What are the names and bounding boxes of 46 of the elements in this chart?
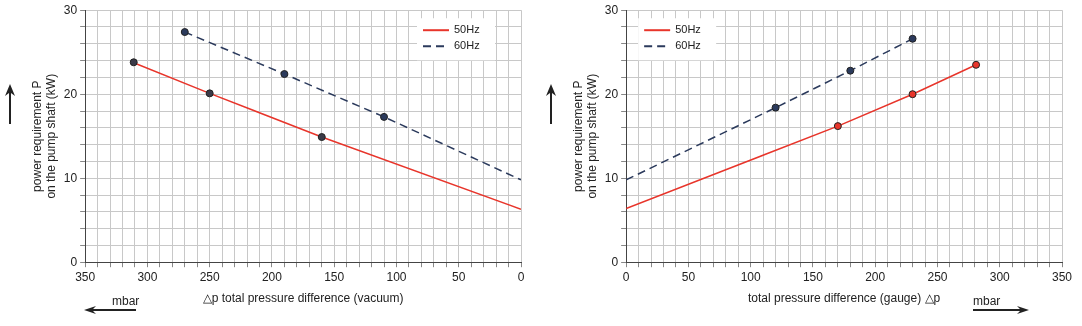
x-tick-label: 100 (740, 269, 762, 284)
x-axis-title: total pressure difference (gauge) △p (747, 291, 941, 306)
x-tick-label: 200 (865, 269, 886, 284)
y-tick-label: 0 (611, 254, 619, 269)
x-tick-label: 150 (324, 269, 345, 284)
x-tick-label: 0 (622, 269, 630, 284)
text: mbar (973, 294, 1001, 308)
point (205, 89, 214, 98)
point (771, 103, 780, 112)
legend-label: 60Hz (675, 39, 701, 52)
y-tick-label: 10 (63, 170, 78, 185)
y-tick-label: 0 (70, 254, 78, 269)
y-tick-label: 30 (63, 2, 78, 17)
x-tick-label: 350 (1051, 269, 1073, 284)
legend-label: 50Hz (675, 23, 701, 36)
x-tick-label: 300 (989, 269, 1011, 284)
y-tick-label: 20 (63, 86, 78, 101)
x-tick-label: 250 (927, 269, 948, 284)
point (908, 90, 917, 99)
point (280, 70, 289, 79)
x-tick-label: 250 (199, 269, 221, 284)
point (833, 122, 842, 131)
y-tick-label: 30 (604, 2, 619, 17)
point (972, 60, 981, 69)
point (180, 28, 189, 37)
point (846, 66, 855, 75)
point (380, 112, 389, 121)
y-tick-label: 10 (604, 170, 619, 185)
x-tick-label: 50 (681, 269, 696, 284)
x-tick-label: 350 (75, 269, 96, 284)
y-axis-title: power requirement P on the pump shaft (kW) (29, 73, 58, 199)
legend-label: 50Hz (454, 23, 480, 36)
x-tick-label: 300 (137, 269, 158, 284)
point (908, 34, 917, 43)
y-axis-title: power requirement P on the pump shaft (kW) (570, 73, 599, 199)
x-tick-label: 200 (261, 269, 283, 284)
point (317, 133, 326, 142)
x-axis-title: △p total pressure difference (vacuum) (202, 291, 404, 306)
legend-label: 60Hz (454, 39, 480, 52)
x-tick-label: 150 (802, 269, 824, 284)
x-tick-label: 100 (386, 269, 407, 284)
text: mbar (112, 294, 140, 308)
y-tick-label: 20 (604, 86, 619, 101)
point (129, 58, 138, 67)
x-tick-label: 50 (452, 269, 466, 284)
x-tick-label: 0 (517, 269, 525, 284)
